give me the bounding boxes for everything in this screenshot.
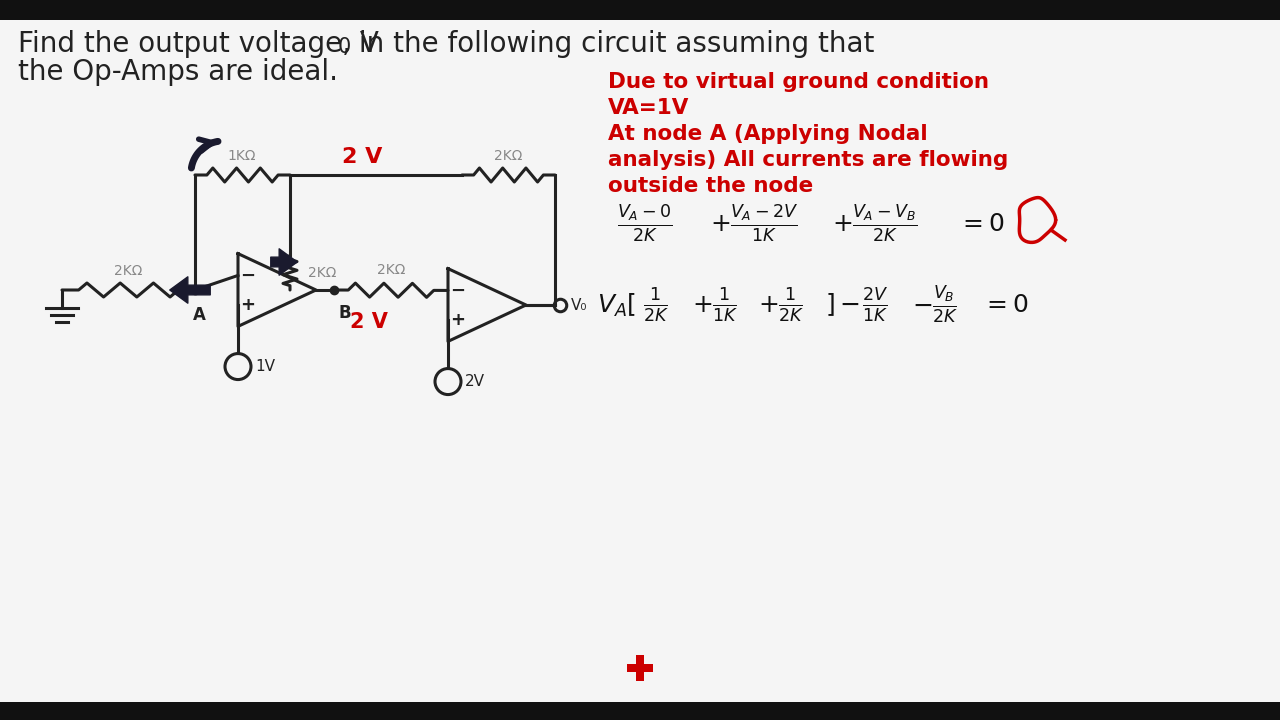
Text: 2KΩ: 2KΩ bbox=[376, 263, 406, 277]
Bar bbox=[627, 664, 653, 672]
Text: 2KΩ: 2KΩ bbox=[494, 149, 522, 163]
Text: $= 0$: $= 0$ bbox=[982, 293, 1029, 317]
Text: $] -$: $] -$ bbox=[826, 292, 860, 318]
Bar bbox=[0, 702, 1280, 720]
Text: $V_A[$: $V_A[$ bbox=[596, 292, 636, 319]
Text: $\frac{V_A - V_B}{2K}$: $\frac{V_A - V_B}{2K}$ bbox=[852, 204, 918, 244]
Text: 1KΩ: 1KΩ bbox=[228, 149, 256, 163]
Text: $+$: $+$ bbox=[832, 212, 852, 236]
Text: $+$: $+$ bbox=[710, 212, 731, 236]
Text: Due to virtual ground condition: Due to virtual ground condition bbox=[608, 72, 989, 92]
Text: 2 V: 2 V bbox=[342, 147, 383, 167]
Text: 2KΩ: 2KΩ bbox=[114, 264, 142, 278]
Text: analysis) All currents are flowing: analysis) All currents are flowing bbox=[608, 150, 1009, 170]
Text: Find the output voltage, V: Find the output voltage, V bbox=[18, 30, 379, 58]
Text: $+$: $+$ bbox=[692, 293, 712, 317]
Text: V₀: V₀ bbox=[571, 297, 588, 312]
Text: A: A bbox=[192, 306, 205, 324]
Text: $-$: $-$ bbox=[911, 293, 932, 317]
Bar bbox=[636, 655, 644, 681]
Text: 0: 0 bbox=[338, 37, 351, 57]
Text: B: B bbox=[338, 304, 351, 322]
Text: $\frac{1}{2K}$: $\frac{1}{2K}$ bbox=[643, 286, 668, 324]
FancyArrowPatch shape bbox=[170, 276, 210, 303]
Text: $\frac{V_A - 0}{2K}$: $\frac{V_A - 0}{2K}$ bbox=[617, 204, 672, 244]
Text: $\frac{V_B}{2K}$: $\frac{V_B}{2K}$ bbox=[932, 284, 957, 325]
Text: $\frac{1}{1K}$: $\frac{1}{1K}$ bbox=[712, 286, 737, 324]
Text: the Op-Amps are ideal.: the Op-Amps are ideal. bbox=[18, 58, 338, 86]
Text: 2KΩ: 2KΩ bbox=[308, 266, 337, 280]
Text: $= 0$: $= 0$ bbox=[957, 212, 1005, 236]
Text: 2 V: 2 V bbox=[349, 312, 388, 332]
FancyArrowPatch shape bbox=[271, 249, 297, 275]
Text: 2V: 2V bbox=[465, 374, 485, 389]
Text: $\frac{2V}{1K}$: $\frac{2V}{1K}$ bbox=[861, 286, 888, 324]
Bar bbox=[0, 0, 1280, 20]
Text: −: − bbox=[451, 282, 466, 300]
Text: $+$: $+$ bbox=[758, 293, 778, 317]
Text: in the following circuit assuming that: in the following circuit assuming that bbox=[349, 30, 874, 58]
Text: VA=1V: VA=1V bbox=[608, 98, 690, 118]
Text: outside the node: outside the node bbox=[608, 176, 813, 196]
Text: +: + bbox=[451, 310, 466, 328]
Text: +: + bbox=[241, 296, 256, 314]
Text: $\frac{1}{2K}$: $\frac{1}{2K}$ bbox=[778, 286, 804, 324]
Text: At node A (Applying Nodal: At node A (Applying Nodal bbox=[608, 124, 928, 144]
Text: 1V: 1V bbox=[255, 359, 275, 374]
Text: −: − bbox=[241, 266, 256, 284]
Text: $\frac{V_A - 2V}{1K}$: $\frac{V_A - 2V}{1K}$ bbox=[730, 204, 799, 244]
